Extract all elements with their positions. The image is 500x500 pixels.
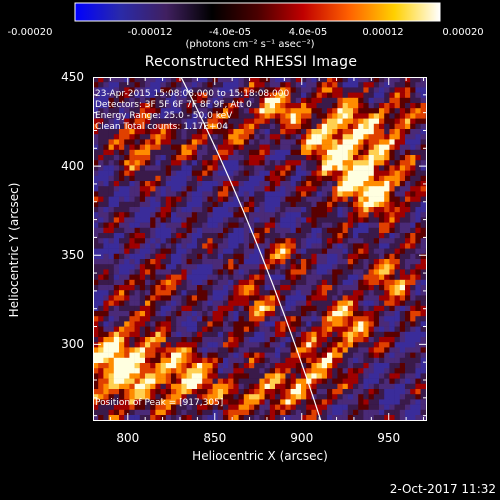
info-detectors: Detectors: 3F 5F 6F 7F 8F 9F, Att 0 <box>95 100 252 110</box>
plot-frame <box>93 77 427 421</box>
colorbar-tick-label: 0.00012 <box>362 27 404 38</box>
rhessi-image <box>93 77 427 421</box>
y-tick-label: 400 <box>61 159 84 174</box>
info-energy-range: Energy Range: 25.0 - 50.0 keV <box>95 111 233 121</box>
info-clean-counts: Clean Total counts: 1.17E+04 <box>95 122 228 132</box>
x-tick-label: 800 <box>116 431 140 445</box>
peak-position-label: Position of Peak = [917,305] <box>95 398 224 408</box>
colorbar-tick-label: -0.00020 <box>7 27 53 38</box>
y-tick-label: 300 <box>61 337 84 352</box>
y-axis-label: Heliocentric Y (arcsec) <box>7 182 21 318</box>
colorbar-tick-label: -0.00012 <box>127 27 173 38</box>
x-tick-label: 950 <box>377 431 401 445</box>
colorbar-tick-label: 0.00020 <box>442 27 484 38</box>
x-axis-label: Heliocentric X (arcsec) <box>192 449 328 463</box>
x-tick-label: 900 <box>290 431 314 445</box>
colorbar-units: (photons cm⁻² s⁻¹ asec⁻²) <box>185 39 315 50</box>
image-pixels <box>93 77 427 421</box>
colorbar-tick-label: -4.0e-05 <box>209 27 251 38</box>
timestamp: 2-Oct-2017 11:32 <box>389 482 496 496</box>
colorbar-gradient <box>74 2 441 22</box>
info-time-range: 23-Apr-2015 15:08:08.000 to 15:18:08.000 <box>95 89 290 99</box>
y-tick-label: 350 <box>61 248 84 263</box>
colorbar-tick-label: 4.0e-05 <box>288 27 328 38</box>
colorbar <box>74 2 441 22</box>
y-tick-label: 450 <box>61 70 84 84</box>
x-tick-label: 850 <box>203 431 227 445</box>
solar-limb <box>180 77 322 421</box>
plot-title: Reconstructed RHESSI Image <box>144 54 358 70</box>
